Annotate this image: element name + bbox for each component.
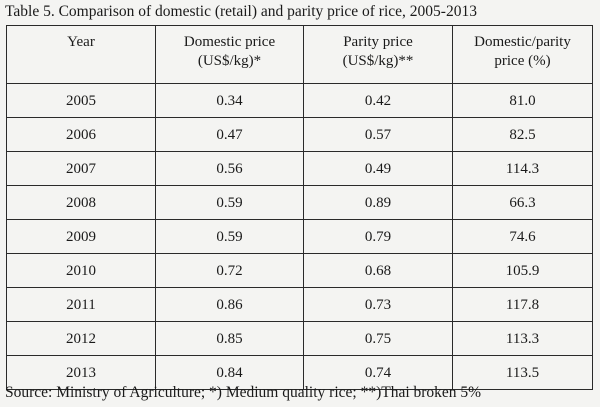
- table-row: 2013 0.84 0.74 113.5: [6, 355, 593, 390]
- cell-ratio: 82.5: [452, 117, 593, 152]
- header-parity-price: Parity price (US$/kg)**: [303, 25, 453, 84]
- cell-domestic-price: 0.59: [155, 219, 304, 254]
- table-caption: Table 5. Comparison of domestic (retail)…: [5, 3, 477, 20]
- header-domestic-line1: Domestic price: [183, 34, 276, 50]
- cell-parity-price: 0.57: [303, 117, 453, 152]
- cell-ratio: 113.3: [452, 321, 593, 356]
- cell-year: 2008: [6, 185, 156, 220]
- cell-ratio: 74.6: [452, 219, 593, 254]
- cell-domestic-price: 0.56: [155, 151, 304, 186]
- cell-year: 2011: [6, 287, 156, 322]
- cell-parity-price: 0.89: [303, 185, 453, 220]
- header-ratio: Domestic/parity price (%): [452, 25, 593, 84]
- table-row: 2005 0.34 0.42 81.0: [6, 83, 593, 118]
- cell-ratio: 105.9: [452, 253, 593, 288]
- table-row: 2008 0.59 0.89 66.3: [6, 185, 593, 220]
- cell-domestic-price: 0.84: [155, 355, 304, 390]
- cell-year: 2007: [6, 151, 156, 186]
- table-row: 2011 0.86 0.73 117.8: [6, 287, 593, 322]
- cell-ratio: 81.0: [452, 83, 593, 118]
- cell-domestic-price: 0.34: [155, 83, 304, 118]
- header-row: Year Domestic price (US$/kg)* Parity pri…: [6, 25, 593, 84]
- cell-parity-price: 0.49: [303, 151, 453, 186]
- table-body: 2005 0.34 0.42 81.0 2006 0.47 0.57 82.5 2007 0.56…: [6, 83, 593, 390]
- header-year-line1: Year: [67, 34, 95, 50]
- cell-parity-price: 0.73: [303, 287, 453, 322]
- source-note: Source: Ministry of Agriculture; *) Medi…: [5, 384, 482, 401]
- cell-parity-price: 0.79: [303, 219, 453, 254]
- table-row: 2007 0.56 0.49 114.3: [6, 151, 593, 186]
- header-domestic-price: Domestic price (US$/kg)*: [155, 25, 304, 84]
- cell-domestic-price: 0.59: [155, 185, 304, 220]
- cell-parity-price: 0.42: [303, 83, 453, 118]
- cell-year: 2005: [6, 83, 156, 118]
- cell-ratio: 114.3: [452, 151, 593, 186]
- cell-ratio: 66.3: [452, 185, 593, 220]
- header-parity-line1: Parity price: [343, 34, 413, 50]
- cell-year: 2010: [6, 253, 156, 288]
- cell-domestic-price: 0.47: [155, 117, 304, 152]
- table-row: 2012 0.85 0.75 113.3: [6, 321, 593, 356]
- cell-year: 2009: [6, 219, 156, 254]
- table-row: 2009 0.59 0.79 74.6: [6, 219, 593, 254]
- table-row: 2010 0.72 0.68 105.9: [6, 253, 593, 288]
- cell-ratio: 113.5: [452, 355, 593, 390]
- cell-year: 2013: [6, 355, 156, 390]
- header-domestic-line2: (US$/kg)*: [197, 53, 262, 69]
- header-ratio-line2: price (%): [494, 53, 551, 69]
- cell-domestic-price: 0.86: [155, 287, 304, 322]
- header-year: Year: [6, 25, 156, 84]
- cell-parity-price: 0.75: [303, 321, 453, 356]
- cell-ratio: 117.8: [452, 287, 593, 322]
- cell-year: 2012: [6, 321, 156, 356]
- cell-domestic-price: 0.72: [155, 253, 304, 288]
- header-ratio-line1: Domestic/parity: [474, 34, 571, 50]
- table-row: 2006 0.47 0.57 82.5: [6, 117, 593, 152]
- cell-domestic-price: 0.85: [155, 321, 304, 356]
- cell-year: 2006: [6, 117, 156, 152]
- cell-parity-price: 0.68: [303, 253, 453, 288]
- header-parity-line2: (US$/kg)**: [342, 53, 414, 69]
- rice-price-table: Year Domestic price (US$/kg)* Parity pri…: [6, 25, 593, 390]
